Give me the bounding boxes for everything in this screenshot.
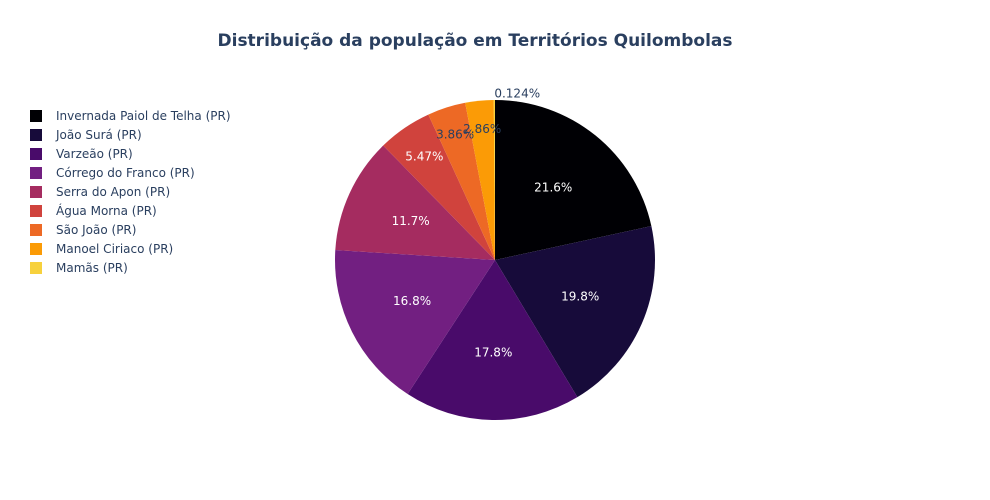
legend-label: João Surá (PR)	[56, 127, 142, 142]
pie-slice[interactable]	[335, 145, 495, 260]
chart-title: Distribuição da população em Territórios…	[217, 31, 733, 51]
legend-label: Água Morna (PR)	[56, 203, 157, 218]
legend-swatch	[30, 147, 42, 160]
pie-slice[interactable]	[495, 100, 652, 260]
slice-label: 3.86%	[436, 128, 474, 142]
legend-item[interactable]: Varzeão (PR)	[30, 144, 231, 163]
slice-label: 17.8%	[474, 345, 512, 359]
pie-slice[interactable]	[383, 114, 495, 260]
pie-slice[interactable]	[428, 102, 495, 261]
legend-swatch	[30, 109, 42, 122]
legend-item[interactable]: Manoel Ciriaco (PR)	[30, 239, 231, 258]
legend-swatch	[30, 204, 42, 217]
legend-swatch	[30, 261, 42, 274]
legend-swatch	[30, 185, 42, 198]
pie-slice[interactable]	[335, 250, 495, 395]
legend-item[interactable]: João Surá (PR)	[30, 125, 231, 144]
legend-item[interactable]: Invernada Paiol de Telha (PR)	[30, 106, 231, 125]
legend-label: Mamãs (PR)	[56, 260, 128, 275]
legend-swatch	[30, 242, 42, 255]
slice-label: 16.8%	[393, 294, 431, 308]
legend-item[interactable]: Água Morna (PR)	[30, 201, 231, 220]
slice-label: 21.6%	[534, 180, 572, 194]
pie-slice[interactable]	[465, 100, 495, 260]
legend-swatch	[30, 166, 42, 179]
slice-label: 5.47%	[405, 150, 443, 164]
pie-slice[interactable]	[493, 100, 495, 260]
slice-label: 0.124%	[494, 87, 540, 101]
legend-label: Invernada Paiol de Telha (PR)	[56, 108, 231, 123]
legend-label: Manoel Ciriaco (PR)	[56, 241, 174, 256]
legend-label: Serra do Apon (PR)	[56, 184, 171, 199]
legend-label: Córrego do Franco (PR)	[56, 165, 195, 180]
slice-labels: 21.6% 19.8% 17.8% 16.8% 11.7% 5.47% 3.86%2.86%…	[392, 87, 600, 360]
legend-label: Varzeão (PR)	[56, 146, 133, 161]
legend-item[interactable]: Serra do Apon (PR)	[30, 182, 231, 201]
slice-label: 2.86%	[463, 122, 501, 136]
pie-slice[interactable]	[495, 226, 655, 398]
legend: Invernada Paiol de Telha (PR) João Surá (…	[30, 106, 231, 277]
pie-slice[interactable]	[407, 260, 578, 420]
legend-swatch	[30, 223, 42, 236]
legend-item[interactable]: Mamãs (PR)	[30, 258, 231, 277]
slice-label: 19.8%	[561, 289, 599, 303]
slice-label: 11.7%	[392, 214, 430, 228]
legend-item[interactable]: São João (PR)	[30, 220, 231, 239]
legend-item[interactable]: Córrego do Franco (PR)	[30, 163, 231, 182]
legend-swatch	[30, 128, 42, 141]
legend-label: São João (PR)	[56, 222, 137, 237]
